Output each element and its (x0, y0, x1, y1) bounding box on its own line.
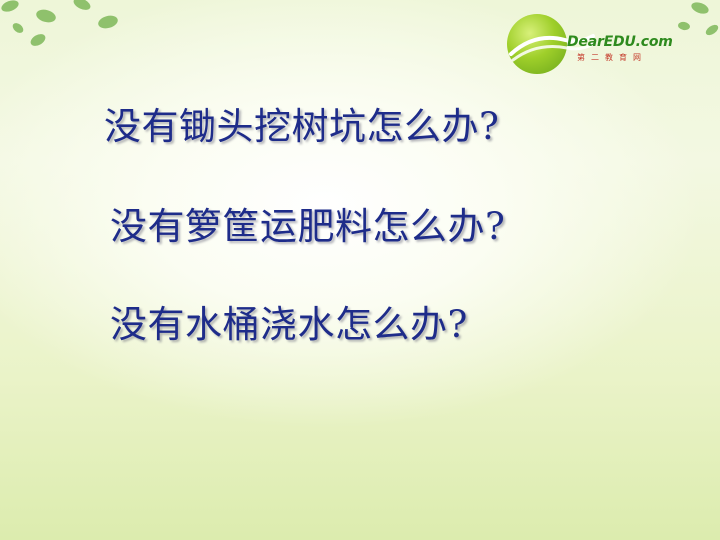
leaf-icon (678, 21, 690, 31)
leaf-icon (1, 0, 19, 12)
leaf-decoration (1, 0, 719, 46)
leaf-icon (691, 2, 709, 14)
leaf-icon (705, 24, 719, 36)
dearedu-logo: DearEDU.com 第二教育网 (507, 14, 677, 74)
question-hoe: 没有锄头挖树坑怎么办? (104, 105, 500, 148)
logo-brand-text: DearEDU.com (567, 34, 673, 50)
leaf-icon (98, 15, 118, 29)
logo-swoosh-icon (509, 34, 595, 62)
question-bucket: 没有水桶浇水怎么办? (110, 303, 468, 346)
leaf-icon (30, 34, 46, 46)
leaf-icon (12, 23, 24, 33)
question-basket: 没有箩筐运肥料怎么办? (110, 205, 506, 248)
logo-globe-icon (507, 14, 567, 74)
leaf-icon (73, 0, 91, 10)
leaf-icon (36, 9, 56, 23)
logo-subtitle: 第二教育网 (577, 53, 647, 62)
